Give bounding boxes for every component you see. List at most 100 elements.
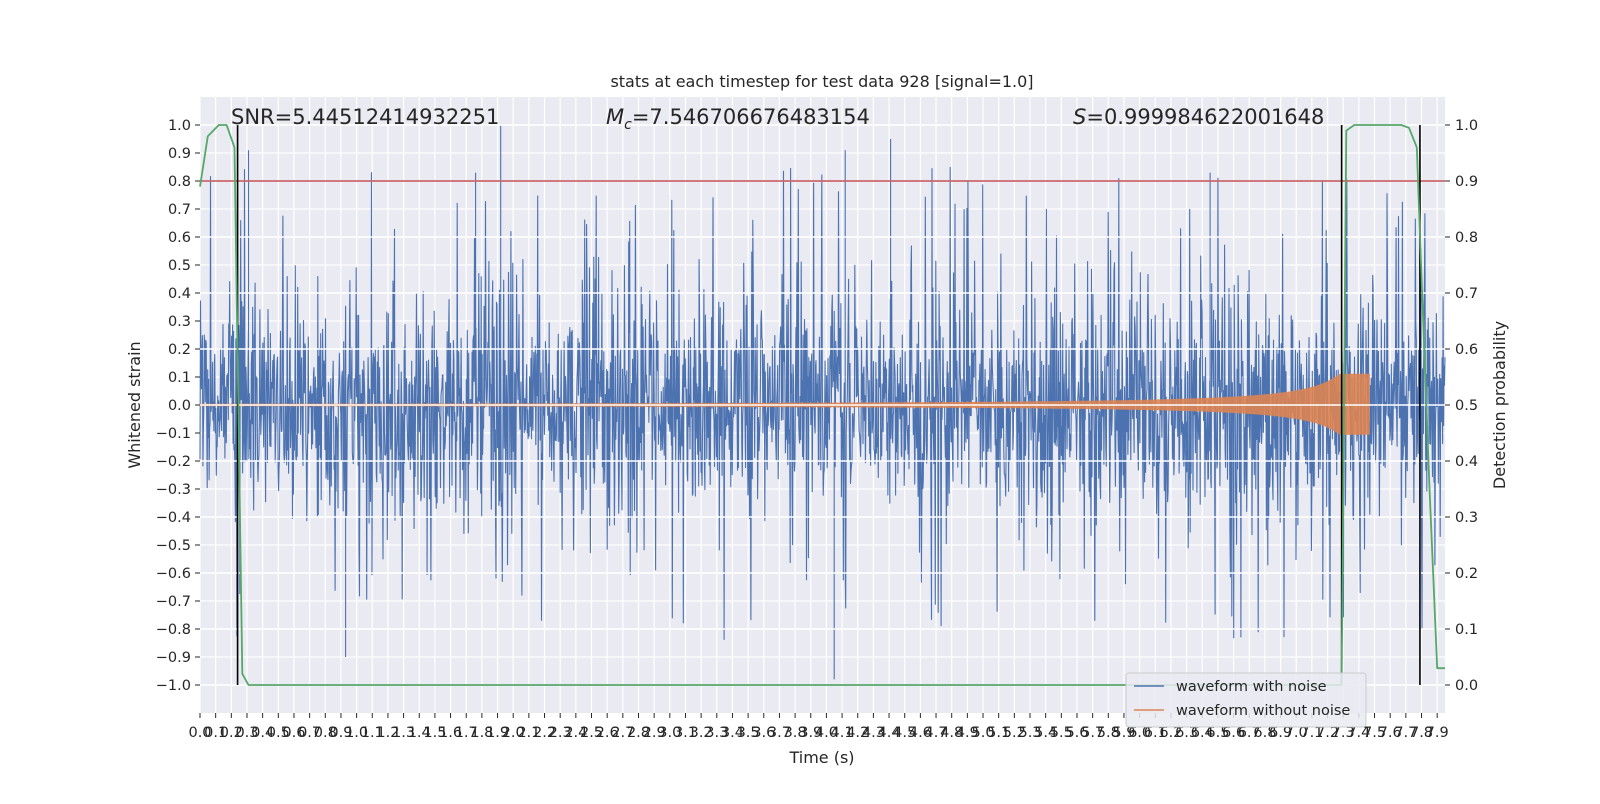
y-right-tick-label: 0.8 (1455, 230, 1478, 246)
x-tick-label: 3.0 (658, 725, 681, 741)
x-tick-label: 3.2 (690, 725, 713, 741)
x-tick-label: 0.9 (329, 725, 352, 741)
x-tick-label: 7.6 (1379, 725, 1402, 741)
y-right-tick-label: 0.9 (1455, 174, 1478, 190)
y-tick-label: 1.0 (168, 118, 191, 134)
x-tick-label: 2.3 (549, 725, 572, 741)
x-tick-label: 7.5 (1363, 725, 1386, 741)
x-tick-label: 7.1 (1300, 725, 1323, 741)
x-tick-label: 6.0 (1128, 725, 1151, 741)
clean-waveform-envelope (200, 373, 1370, 435)
y-right-axis-ticks: 0.0 0.1 0.2 0.3 0.4 0.5 0.6 0.7 0.8 0.9 1.0 (1445, 118, 1478, 694)
x-tick-label: 4.9 (956, 725, 979, 741)
detection-probability-line (199, 124, 1445, 686)
x-tick-label: 3.5 (737, 725, 760, 741)
y-right-tick-label: 0.2 (1455, 566, 1478, 582)
x-tick-label: 0.1 (204, 725, 227, 741)
x-tick-label: 2.7 (611, 725, 634, 741)
x-tick-label: 4.0 (815, 725, 838, 741)
s-value: =0.999984622001648 (1086, 105, 1324, 129)
x-tick-label: 1.9 (486, 725, 509, 741)
y-tick-label: 0.7 (168, 202, 191, 218)
y-right-tick-label: 0.4 (1455, 454, 1478, 470)
x-tick-label: 2.8 (627, 725, 650, 741)
y-tick-label: −0.1 (156, 426, 191, 442)
y-tick-label: −0.3 (156, 482, 191, 498)
x-tick-label: 3.3 (705, 725, 728, 741)
y-axis-ticks: −1.0 −0.9 −0.8 −0.7 −0.6 −0.5 −0.4 −0.3 −0.2 −0.1… (156, 118, 200, 694)
x-tick-label: 3.1 (674, 725, 697, 741)
x-tick-label: 5.9 (1112, 725, 1135, 741)
x-tick-label: 6.8 (1253, 725, 1276, 741)
y-right-tick-label: 0.0 (1455, 678, 1478, 694)
x-tick-label: 2.4 (564, 725, 587, 741)
x-tick-label: 3.7 (768, 725, 791, 741)
x-tick-label: 7.7 (1394, 725, 1417, 741)
y-tick-label: −1.0 (156, 678, 191, 694)
x-tick-label: 4.7 (925, 725, 948, 741)
x-tick-label: 4.2 (846, 725, 869, 741)
x-tick-label: 4.6 (909, 725, 932, 741)
y-right-tick-label: 0.5 (1455, 398, 1478, 414)
x-tick-label: 7.2 (1316, 725, 1339, 741)
x-tick-label: 0.4 (251, 725, 274, 741)
y-right-tick-label: 1.0 (1455, 118, 1478, 134)
noise-waveform-line (199, 125, 1446, 680)
y-tick-label: 0.1 (168, 370, 191, 386)
chirp-mass-symbol: M (606, 105, 624, 129)
y-tick-label: 0.2 (168, 342, 191, 358)
y-tick-label: −0.6 (156, 566, 191, 582)
x-tick-label: 4.1 (831, 725, 854, 741)
x-tick-label: 6.7 (1238, 725, 1261, 741)
x-tick-label: 6.5 (1206, 725, 1229, 741)
x-tick-label: 6.2 (1159, 725, 1182, 741)
x-tick-label: 1.4 (408, 725, 431, 741)
x-tick-label: 6.9 (1269, 725, 1292, 741)
chirp-mass-value: =7.546706676483154 (632, 105, 870, 129)
x-tick-label: 1.3 (392, 725, 415, 741)
legend-label-clean: waveform without noise (1176, 703, 1350, 719)
y-right-tick-label: 0.6 (1455, 342, 1478, 358)
y-tick-label: 0.5 (168, 258, 191, 274)
y-tick-label: −0.7 (156, 594, 191, 610)
x-tick-label: 5.8 (1097, 725, 1120, 741)
x-tick-label: 5.3 (1018, 725, 1041, 741)
x-tick-label: 0.6 (282, 725, 305, 741)
chirp-mass-annotation: Mc=7.546706676483154 (606, 105, 870, 133)
legend-label-noise: waveform with noise (1176, 679, 1327, 695)
x-tick-label: 1.0 (345, 725, 368, 741)
x-tick-label: 1.7 (455, 725, 478, 741)
x-tick-label: 0.8 (314, 725, 337, 741)
x-tick-label: 5.1 (987, 725, 1010, 741)
x-tick-label: 3.8 (784, 725, 807, 741)
x-tick-label: 0.5 (267, 725, 290, 741)
x-tick-label: 1.8 (470, 725, 493, 741)
series-waveform-with-noise (199, 125, 1446, 680)
x-tick-label: 5.0 (971, 725, 994, 741)
x-axis-label: Time (s) (788, 748, 854, 767)
x-tick-label: 2.1 (517, 725, 540, 741)
legend-box (1125, 672, 1367, 728)
chart-title: stats at each timestep for test data 928… (610, 72, 1033, 91)
x-tick-label: 5.2 (1003, 725, 1026, 741)
x-tick-label: 7.8 (1410, 725, 1433, 741)
x-tick-label: 1.5 (423, 725, 446, 741)
y-tick-label: 0.3 (168, 314, 191, 330)
x-tick-label: 0.2 (220, 725, 243, 741)
chirp-mass-subscript: c (624, 117, 632, 133)
x-tick-label: 6.6 (1222, 725, 1245, 741)
x-tick-label: 0.3 (235, 725, 258, 741)
x-tick-label: 0.7 (298, 725, 321, 741)
y-tick-label: 0.4 (168, 286, 191, 302)
s-symbol: S (1073, 105, 1086, 129)
y-tick-label: 0.6 (168, 230, 191, 246)
x-tick-label: 5.6 (1065, 725, 1088, 741)
x-tick-label: 2.6 (596, 725, 619, 741)
y-right-tick-label: 0.3 (1455, 510, 1478, 526)
detection-overlay (199, 124, 1445, 686)
x-tick-label: 7.9 (1426, 725, 1449, 741)
x-tick-label: 5.7 (1081, 725, 1104, 741)
x-tick-label: 0.0 (188, 725, 211, 741)
y-tick-label: −0.5 (156, 538, 191, 554)
